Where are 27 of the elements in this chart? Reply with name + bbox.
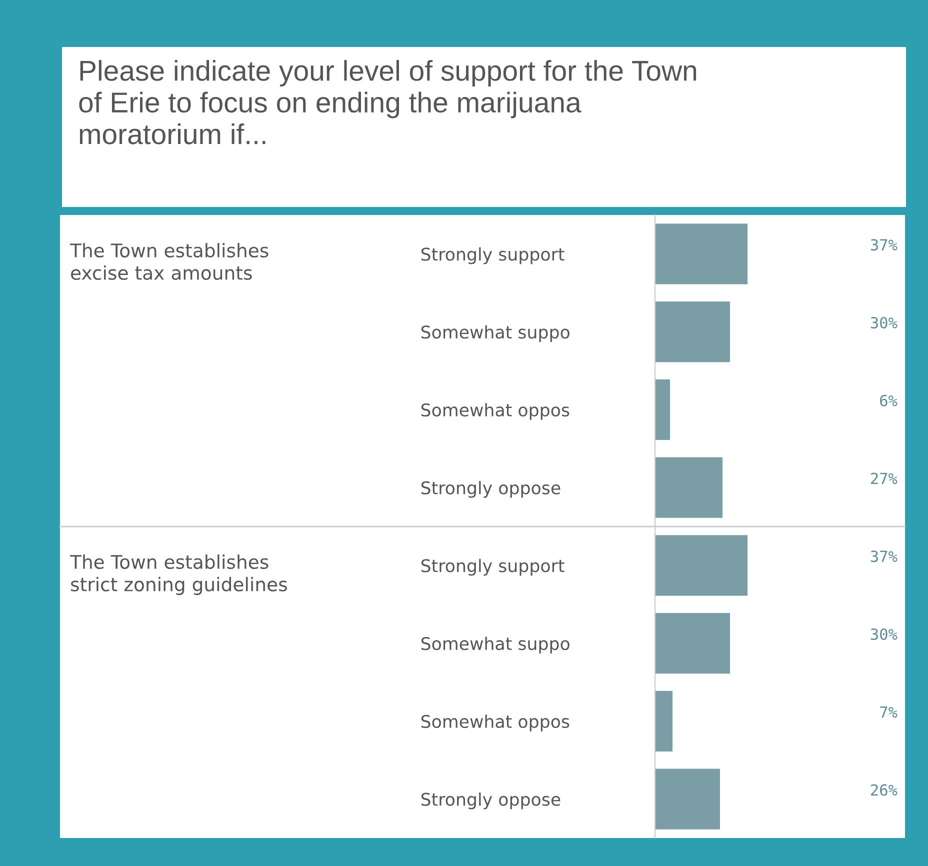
y-axis-title: The Town establishes excise tax amounts	[70, 243, 268, 280]
text: Please indicate your level of support for the Town of Erie to focus on ending the marijuana moratorium if...	[79, 60, 696, 144]
bar	[655, 690, 672, 752]
bar	[655, 535, 748, 596]
y-tick-label: Somewhat suppo	[421, 325, 570, 342]
bar	[655, 768, 720, 830]
data-label: 30%	[870, 316, 898, 328]
y-tick-label: Somewhat oppos	[421, 714, 570, 732]
y-tick-label: Strongly support	[421, 558, 564, 576]
data-label: 27%	[871, 472, 898, 484]
bar	[655, 457, 722, 518]
y-tick-label: Strongly oppose	[421, 792, 560, 810]
data-label: 26%	[871, 784, 898, 796]
y-tick-label: Somewhat oppos	[421, 403, 570, 420]
bar	[655, 379, 670, 440]
data-label: 6%	[880, 394, 898, 406]
y-tick-label: Strongly support	[421, 247, 564, 264]
y-tick-label: Strongly oppose	[421, 480, 560, 498]
data-label: 30%	[870, 628, 898, 640]
bar	[655, 301, 730, 362]
data-label: 37%	[870, 550, 898, 562]
bar	[655, 224, 748, 284]
data-label: 7%	[880, 706, 898, 718]
bar	[655, 612, 730, 674]
y-axis-title: The Town establishes strict zoning guidelines	[70, 554, 287, 596]
y-tick-label: Somewhat suppo	[421, 636, 570, 654]
data-label: 37%	[870, 239, 898, 251]
